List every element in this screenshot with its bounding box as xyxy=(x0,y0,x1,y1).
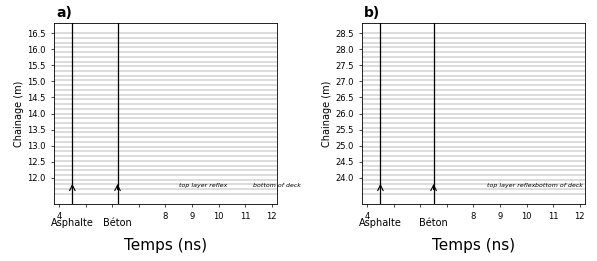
X-axis label: Temps (ns): Temps (ns) xyxy=(124,238,207,253)
Text: Asphalte: Asphalte xyxy=(359,218,402,228)
Text: a): a) xyxy=(56,6,72,20)
Text: Béton: Béton xyxy=(419,218,448,228)
Y-axis label: Chainage (m): Chainage (m) xyxy=(14,80,24,147)
Text: b): b) xyxy=(364,6,380,20)
Text: top layer reflex: top layer reflex xyxy=(179,183,227,188)
Text: Asphalte: Asphalte xyxy=(51,218,94,228)
Text: bottom of deck: bottom of deck xyxy=(253,183,301,188)
X-axis label: Temps (ns): Temps (ns) xyxy=(432,238,515,253)
Text: bottom of deck: bottom of deck xyxy=(534,183,583,188)
Text: top layer reflex: top layer reflex xyxy=(487,183,535,188)
Text: Béton: Béton xyxy=(103,218,132,228)
Y-axis label: Chainage (m): Chainage (m) xyxy=(322,80,332,147)
